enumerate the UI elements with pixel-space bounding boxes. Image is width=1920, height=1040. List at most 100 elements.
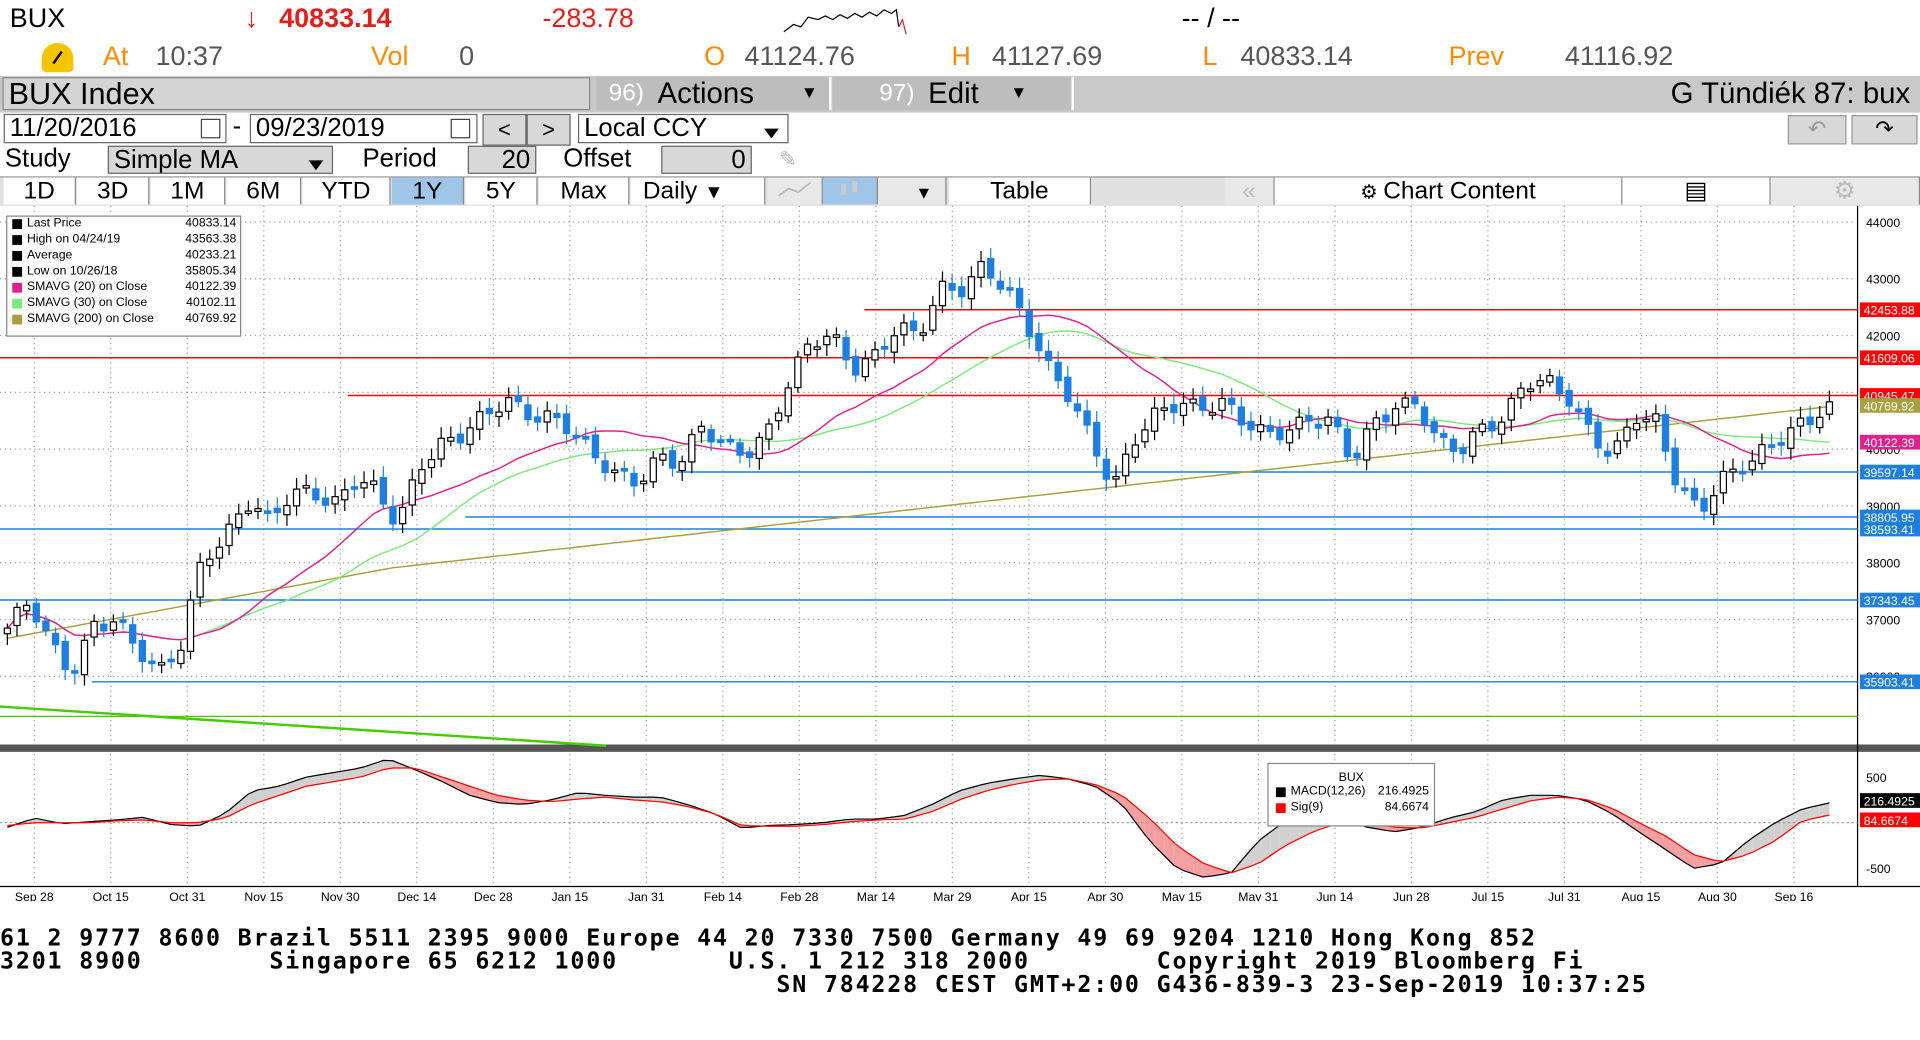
candle-body [1777,442,1785,446]
macd-histogram-fill [1771,819,1782,843]
footer-line-2: 3201 8900 Singapore 65 6212 1000 U.S. 1 … [0,947,1585,975]
candle-body [543,410,551,423]
chart-type-dropdown[interactable]: ▼ [877,177,947,205]
x-tick-label: May 15 [1162,890,1202,901]
candle-body [1305,414,1313,422]
candle-body [514,394,522,403]
candle-body [1825,401,1834,415]
legend-label: Low on 10/26/18 [26,264,118,278]
candle-body [1536,380,1544,387]
legend-label: High on 04/24/19 [26,232,121,247]
candle-body [1738,470,1747,475]
price-tag-label: 38805.95 [1864,511,1915,525]
undo-button[interactable]: ↶ [1787,115,1847,145]
sparkline [783,8,907,35]
period-field[interactable]: 20 [467,145,537,174]
candle-body [1507,397,1515,421]
end-date: 09/23/2019 [255,113,385,143]
redo-button[interactable]: ↷ [1851,115,1918,145]
offset-field[interactable]: 0 [661,145,752,174]
calendar-icon[interactable] [450,118,471,139]
candle-body [1285,429,1294,444]
offset-label: Offset [563,144,632,173]
candle-body [736,442,744,456]
calendar-icon[interactable] [200,118,221,139]
edit-menu[interactable]: 97) Edit ▼ [832,77,1074,111]
tab-ytd[interactable]: YTD [302,177,391,205]
end-date-field[interactable]: 09/23/2019 [249,113,478,144]
candle-body [1121,453,1130,477]
candle-body [456,433,465,444]
candle-body [1064,376,1072,403]
tab-max[interactable]: Max [538,177,630,205]
legend-value: 43563.38 [185,232,237,247]
actions-number: 96) [608,79,644,107]
macd-histogram-fill [267,786,278,800]
annotate-icon[interactable]: ▤ [1622,177,1771,205]
actions-label: Actions [657,77,754,111]
gauge-icon[interactable] [41,42,74,73]
candle-body [1353,452,1361,459]
currency-select[interactable]: Local CCY [577,113,789,144]
candle-body [1382,414,1390,423]
y-tick-label: 43000 [1866,273,1900,287]
candle-body [948,283,956,291]
price-tag-label: 35903.41 [1864,676,1915,690]
macd-histogram-fill [1202,862,1213,878]
at-label: At [102,40,129,72]
start-date-field[interactable]: 11/20/2016 [3,113,227,144]
collapse-icon[interactable]: « [1224,177,1275,205]
tab-5y[interactable]: 5Y [465,177,538,205]
trend-line [0,705,607,747]
candle-body [1449,438,1458,452]
price-chart[interactable]: 4400043000420004100040000390003800037000… [0,205,1920,902]
candle-body [1189,398,1197,404]
candle-body [1661,414,1670,452]
candle-body [42,620,50,632]
legend-swatch [12,235,23,245]
candle-body [1526,388,1535,393]
macd-histogram-fill [306,775,316,787]
price-tag-label: 42453.88 [1864,304,1915,318]
tab-3d[interactable]: 3D [77,177,150,205]
sma200-line [7,405,1830,640]
tab-1y[interactable]: 1Y [391,177,465,205]
candle-body [1093,421,1101,457]
frequency-select[interactable]: Daily ▼ [630,177,766,205]
chart-content-button[interactable]: ⚙ Chart Content [1274,177,1623,205]
candle-body [1729,468,1737,473]
macd-histogram-fill [932,799,943,812]
macd-histogram-fill [1819,802,1830,818]
x-tick-label: Dec 14 [397,890,436,901]
actions-menu[interactable]: 96) Actions ▼ [596,77,832,111]
study-select[interactable]: Simple MA [107,145,334,174]
y-tick-label: 44000 [1866,216,1900,230]
candle-body [572,434,580,439]
candle-body [1102,458,1111,480]
candlestick-icon[interactable] [822,177,878,205]
line-chart-icon[interactable] [767,177,823,205]
tab-6m[interactable]: 6M [226,177,302,205]
x-tick-label: Aug 15 [1621,890,1660,901]
gear-icon[interactable]: ⚙ [1770,177,1920,205]
pencil-icon[interactable]: ✎ [778,146,798,172]
macd-histogram-fill [354,766,365,779]
tab-1d[interactable]: 1D [3,177,76,205]
price-tag [1860,302,1920,318]
legend-swatch [12,298,23,309]
macd-histogram-fill [1106,788,1117,801]
legend-label: SMAVG (200) on Close [26,312,154,326]
candle-body [1806,416,1814,426]
candle-body [1767,444,1776,448]
macd-histogram-fill [1617,811,1627,824]
candle-body [620,467,629,472]
next-period-button[interactable]: > [526,113,571,146]
prev-label: Prev [1448,40,1504,72]
tab-1m[interactable]: 1M [150,177,226,205]
prev-period-button[interactable]: < [482,113,527,146]
table-button[interactable]: Table [948,177,1092,205]
candle-body [1671,447,1679,486]
candle-body [852,355,860,376]
candle-body [283,504,291,516]
candle-body [370,480,378,486]
